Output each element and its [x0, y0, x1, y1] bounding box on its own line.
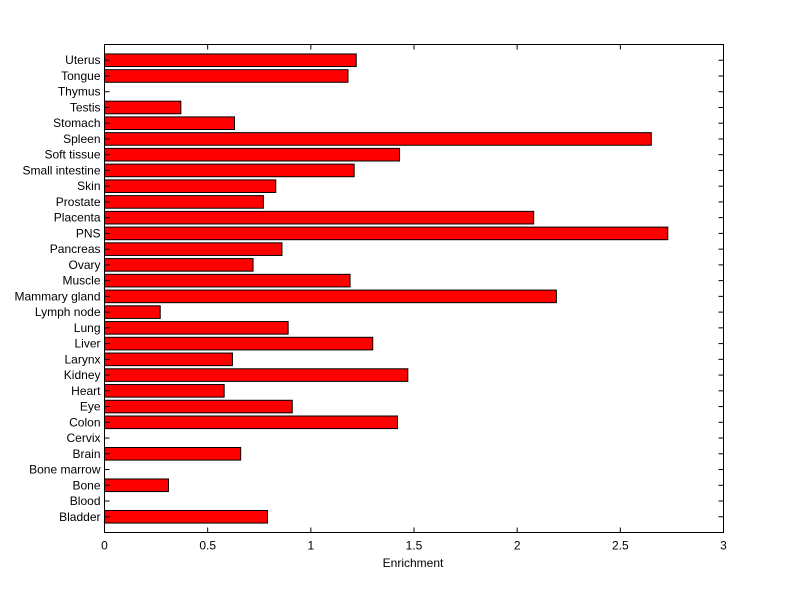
y-tick-label: Colon	[69, 415, 100, 429]
y-tick-label: Stomach	[53, 116, 100, 130]
y-tick-label: Soft tissue	[44, 148, 100, 162]
bar-placenta	[104, 210, 535, 225]
bar-muscle	[104, 273, 351, 288]
y-tick-label: Blood	[70, 494, 101, 508]
bars-group	[104, 53, 669, 524]
y-tick-label: Prostate	[56, 195, 101, 209]
bar-ovary	[104, 258, 254, 272]
bar-liver	[104, 336, 374, 351]
y-tick-label: Brain	[72, 447, 100, 461]
bar-skin	[104, 179, 277, 193]
y-tick-label: Testis	[70, 100, 101, 114]
bar-lung	[104, 321, 289, 335]
bar-colon	[104, 415, 398, 430]
y-tick-label: Mammary gland	[14, 289, 100, 303]
y-tick-label: Lymph node	[35, 305, 101, 319]
bar-tongue	[104, 69, 349, 83]
bar-larynx	[104, 352, 233, 367]
y-tick-label: Eye	[80, 400, 101, 414]
bar-small-intestine	[104, 163, 355, 178]
y-tick-label: Bone	[72, 478, 100, 492]
plot-frame	[104, 44, 724, 533]
x-tick-label: 1	[307, 539, 314, 553]
x-tick-label: 2	[514, 539, 521, 553]
y-tick-label: Small intestine	[22, 163, 100, 177]
x-tick-label: 0.5	[199, 539, 216, 553]
x-tick-label: 3	[720, 539, 727, 553]
bar-prostate	[104, 195, 264, 209]
x-tick-label: 0	[101, 539, 108, 553]
bar-heart	[104, 384, 225, 398]
y-tick-label: Ovary	[68, 258, 100, 272]
y-tick-label: Bladder	[59, 510, 100, 524]
bar-soft-tissue	[104, 147, 401, 162]
bar-pancreas	[104, 242, 283, 256]
bar-testis	[104, 100, 182, 115]
bar-bone	[104, 478, 169, 493]
bar-eye	[104, 399, 293, 414]
bar-uterus	[104, 53, 357, 68]
y-tick-label: Liver	[74, 337, 100, 351]
bar-pns	[104, 226, 669, 241]
y-tick-label: Bone marrow	[29, 463, 101, 477]
y-tick-label: Tongue	[61, 69, 101, 83]
y-tick-label: Placenta	[54, 211, 101, 225]
bar-bladder	[104, 509, 269, 524]
y-tick-label: PNS	[76, 226, 101, 240]
y-tick-label: Lung	[74, 321, 101, 335]
y-tick-label: Heart	[71, 384, 101, 398]
x-ticks-group: 0 0.5 1 1.5 2 2.5 3	[101, 44, 727, 553]
bar-stomach	[104, 116, 235, 131]
x-axis-label: Enrichment	[383, 556, 444, 570]
y-tick-label: Thymus	[58, 85, 101, 99]
y-tick-label: Spleen	[63, 132, 100, 146]
y-tick-label: Kidney	[64, 368, 101, 382]
y-tick-label: Larynx	[64, 352, 100, 366]
bar-brain	[104, 446, 242, 461]
y-tick-label: Muscle	[62, 274, 100, 288]
y-tick-label: Uterus	[65, 53, 100, 67]
y-tick-label: Cervix	[66, 431, 100, 445]
x-tick-label: 2.5	[612, 539, 629, 553]
y-tick-label: Skin	[77, 179, 100, 193]
bar-kidney	[104, 368, 409, 382]
y-tick-label: Pancreas	[50, 242, 101, 256]
bar-lymph-node	[104, 305, 161, 319]
bar-spleen	[104, 132, 652, 146]
bar-mammary-gland	[104, 289, 557, 304]
x-tick-label: 1.5	[406, 539, 423, 553]
